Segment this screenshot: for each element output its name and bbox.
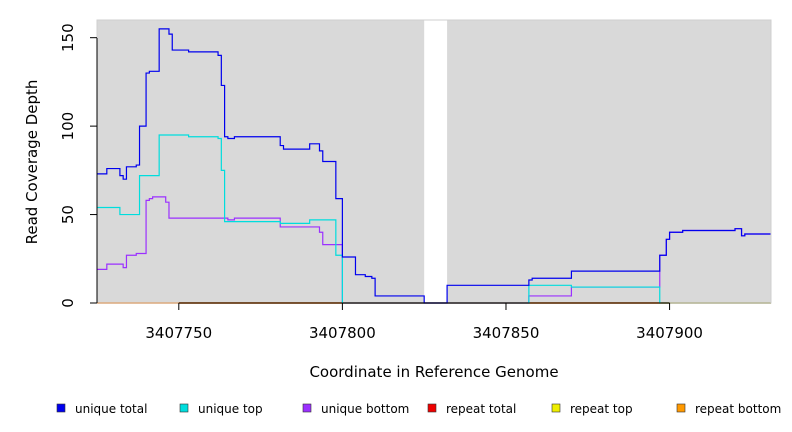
- legend: unique total unique top unique bottom repea…: [56, 402, 781, 416]
- legend-label: unique top: [198, 402, 263, 416]
- series-line-unique-total: [97, 28, 771, 304]
- y-axis-title: Read Coverage Depth: [23, 80, 41, 245]
- gap-region: [424, 20, 448, 303]
- x-axis-title: Coordinate in Reference Genome: [309, 363, 558, 381]
- y-tick-label: 0: [59, 298, 77, 308]
- series-line-unique-top: [97, 134, 771, 304]
- legend-swatch: [56, 403, 66, 413]
- legend-label: repeat top: [570, 402, 633, 416]
- y-tick-label: 50: [59, 205, 77, 224]
- x-tick-label: 3407850: [473, 324, 540, 342]
- legend-swatch: [551, 403, 561, 413]
- legend-swatch: [302, 403, 312, 413]
- x-tick-label: 3407800: [309, 324, 376, 342]
- legend-label: unique bottom: [321, 402, 409, 416]
- legend-swatch: [676, 403, 686, 413]
- legend-label: repeat total: [446, 402, 516, 416]
- x-tick-label: 3407900: [636, 324, 703, 342]
- legend-label: unique total: [75, 402, 147, 416]
- legend-label: repeat bottom: [695, 402, 781, 416]
- legend-swatch: [427, 403, 437, 413]
- x-tick-label: 3407750: [145, 324, 212, 342]
- y-tick-label: 150: [59, 23, 77, 52]
- y-tick-label: 100: [59, 112, 77, 141]
- legend-swatch: [179, 403, 189, 413]
